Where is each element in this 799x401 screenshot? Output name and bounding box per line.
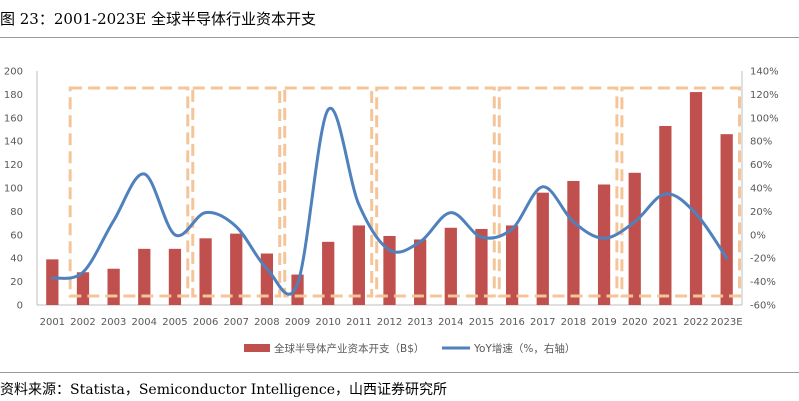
bar	[628, 172, 641, 305]
bar	[352, 225, 365, 305]
chart: 0 20 40 60 80 100 120 140 160 180 200 -60% -40% -20% 0…	[4, 67, 779, 356]
bar	[597, 184, 611, 305]
top-divider	[0, 37, 799, 38]
bar	[322, 241, 335, 305]
x-tick-label: 2017	[530, 317, 555, 328]
bar	[505, 225, 519, 305]
bottom-divider	[0, 372, 799, 373]
bar	[107, 268, 120, 305]
bar	[383, 235, 396, 305]
legend-line-label: YoY增速（%，右轴）	[473, 342, 575, 355]
bar	[720, 134, 733, 305]
x-tick-label: 2011	[346, 317, 371, 328]
y-left-tick-label: 180	[4, 90, 23, 101]
period-dashed-box	[375, 86, 496, 298]
y-right-tick-label: 20%	[750, 207, 772, 218]
figure-title: 图 23：2001-2023E 全球半导体行业资本开支	[0, 10, 316, 28]
x-tick-label: 2015	[469, 317, 494, 328]
bar	[444, 227, 457, 305]
x-tick-label: 2018	[561, 317, 586, 328]
x-tick-label: 2007	[224, 317, 249, 328]
bar	[230, 233, 243, 305]
bar	[536, 192, 549, 305]
x-tick-label: 2002	[70, 317, 95, 328]
x-tick-label: 2013	[407, 317, 432, 328]
bar	[689, 92, 703, 305]
y-right-tick-label: 0%	[750, 230, 766, 241]
yoy-series-line	[50, 106, 729, 296]
x-tick-label: 2020	[622, 317, 647, 328]
y-left-tick-label: 120	[4, 160, 23, 171]
x-tick-label: 2005	[162, 317, 187, 328]
period-dashed-box	[497, 86, 619, 298]
bar	[168, 248, 182, 305]
x-tick-label: 2022	[683, 317, 708, 328]
y-right-tick-label: 120%	[750, 90, 779, 101]
bar	[475, 228, 488, 305]
y-left-tick-label: 160	[4, 113, 23, 124]
y-right-tick-label: 80%	[750, 137, 772, 148]
y-left-tick-label: 60	[10, 230, 23, 241]
x-tick-label: 2012	[377, 317, 402, 328]
y-right-tick-label: 100%	[750, 113, 779, 124]
y-left-tick-label: 100	[4, 184, 23, 195]
bar	[414, 239, 427, 305]
y-right-tick-label: -60%	[750, 301, 776, 312]
legend-bar-swatch	[244, 344, 270, 352]
y-left-tick-label: 20	[10, 277, 23, 288]
x-tick-label: 2014	[438, 317, 463, 328]
bar	[199, 238, 212, 305]
source-note: 资料来源：Statista，Semiconductor Intelligence…	[0, 382, 448, 398]
x-tick-label: 2019	[591, 317, 616, 328]
legend-bar-label: 全球半导体产业资本开支（B$）	[274, 342, 424, 355]
bar	[567, 180, 580, 305]
x-tick-label: 2010	[315, 317, 340, 328]
y-right-tick-label: -20%	[750, 254, 776, 265]
period-dashed-box	[191, 86, 282, 298]
y-right-tick-label: 40%	[750, 184, 772, 195]
x-tick-label: 2006	[193, 317, 218, 328]
x-tick-label: 2009	[285, 317, 310, 328]
x-tick-label: 2021	[653, 317, 678, 328]
x-tick-label: 2001	[40, 317, 65, 328]
period-dashed-box	[283, 86, 374, 298]
y-right-tick-label: 60%	[750, 160, 772, 171]
x-tick-label: 2016	[499, 317, 524, 328]
y-left-tick-label: 140	[4, 137, 23, 148]
y-left-tick-label: 40	[10, 254, 23, 265]
bar	[138, 248, 151, 305]
bar	[46, 259, 59, 305]
y-left-tick-label: 200	[4, 67, 23, 78]
bar	[659, 125, 672, 306]
bar	[76, 272, 90, 305]
y-right-tick-label: 140%	[750, 67, 779, 78]
y-left-tick-label: 80	[10, 207, 23, 218]
period-dashed-box	[620, 86, 741, 298]
x-tick-label: 2023E	[711, 317, 743, 328]
y-left-tick-label: 0	[17, 301, 23, 312]
x-tick-label: 2008	[254, 317, 279, 328]
x-tick-label: 2004	[132, 317, 157, 328]
period-dashed-box	[68, 86, 190, 298]
x-tick-label: 2003	[101, 317, 126, 328]
y-right-tick-label: -40%	[750, 277, 776, 288]
